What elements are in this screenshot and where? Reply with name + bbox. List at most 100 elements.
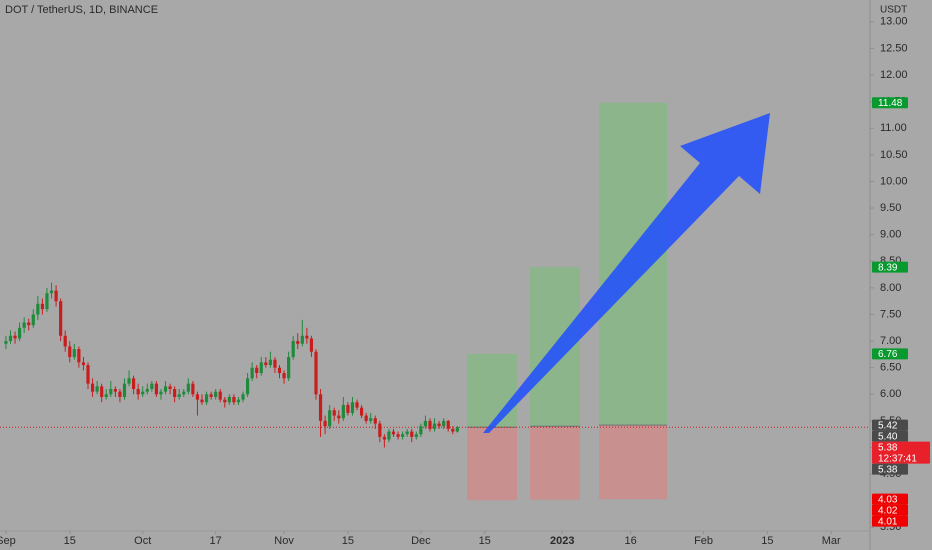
candle-body [173,388,177,397]
candle-body [369,418,373,421]
candle-body [337,415,341,419]
candle-body [223,399,227,403]
candle-body [419,426,423,435]
price-badge [872,430,908,442]
candle-body [182,391,186,395]
candle-body [150,383,154,389]
candle-body [245,378,250,395]
candle-body [45,293,49,310]
candle-body [236,399,241,403]
candle-body [314,351,318,395]
candle-body [191,383,195,395]
candle-body [250,367,254,379]
candle-body [195,394,200,400]
candle-body [437,423,441,427]
x-tick-label: 2023 [550,535,574,547]
candle-body [241,394,245,400]
candle-body [355,402,359,408]
candle-body [410,431,414,437]
candle-body [268,359,272,366]
price-badge [872,419,908,431]
y-tick-label: 11.00 [880,122,907,134]
candle-body [282,373,286,379]
candle-body [332,410,336,416]
candle-body [214,391,218,397]
candle-body [232,396,236,403]
candle-body [318,394,323,421]
candle-body [309,338,314,352]
candle-body [209,394,213,397]
price-badge [872,441,930,464]
profit-zone [467,353,517,428]
candle-body [159,391,163,395]
candle-body [18,327,22,339]
x-tick-label: Feb [694,535,713,547]
candle-body [300,335,304,344]
candle-body [423,420,428,427]
candle-body [8,335,13,342]
price-badge-label: 8.39 [878,262,898,273]
candle-body [296,341,300,344]
candle-body [405,431,409,435]
candle-body [186,383,190,392]
price-badge [872,97,908,109]
candle-body [227,396,231,403]
candle-body [4,341,8,344]
arrow [483,113,770,433]
candle-body [432,423,437,429]
candle-body [373,418,377,424]
candle-body [455,427,459,432]
axis-unit: USDT [880,5,907,16]
y-tick-label: 10.00 [880,175,908,187]
candle-body [113,388,117,392]
candle-body [378,423,382,437]
candles [0,282,870,448]
x-tick-label: Sep [0,535,16,547]
candle-body [350,402,355,413]
x-tick-label: Oct [134,535,151,547]
price-badge [872,463,908,475]
y-tick-label: 9.50 [880,202,901,214]
price-badge-label: 4.01 [878,516,898,527]
price-badge [872,515,908,527]
candle-body [104,394,108,397]
candle-body [401,434,405,437]
candle-body [122,383,127,397]
price-badge-label: 11.48 [878,98,903,109]
x-tick-label: Dec [411,535,431,547]
x-tick-label: 15 [761,535,773,547]
candle-body [68,346,72,358]
price-badge-label: 5.38 [878,464,898,475]
candle-body [54,290,58,302]
candle-body [154,383,158,395]
candle-body [95,386,99,392]
candle-body [77,349,81,363]
x-tick-label: 15 [479,535,491,547]
candle-body [90,383,95,392]
candle-body [277,367,282,374]
candle-body [346,404,350,413]
candle-body [145,388,149,392]
candle-body [451,428,455,432]
candle-body [13,335,17,339]
candle-body [273,359,277,368]
y-tick-label: 10.50 [880,149,908,161]
y-tick-label: 12.50 [880,42,908,54]
candle-body [163,386,168,392]
y-tick-label: 6.50 [880,362,901,374]
candle-body [27,322,31,326]
candle-body [255,367,259,374]
candle-body [387,431,391,440]
candle-body [168,386,172,389]
y-tick-label: 9.00 [880,229,901,241]
candle-body [72,349,76,358]
y-tick-label: 7.50 [880,308,901,320]
candle-body [63,335,67,347]
candle-body [259,362,263,374]
price-badge-label: 5.40 [878,431,898,442]
price-badge-label: 6.76 [878,349,898,360]
candle-body [100,386,104,397]
x-tick-label: 15 [342,535,354,547]
